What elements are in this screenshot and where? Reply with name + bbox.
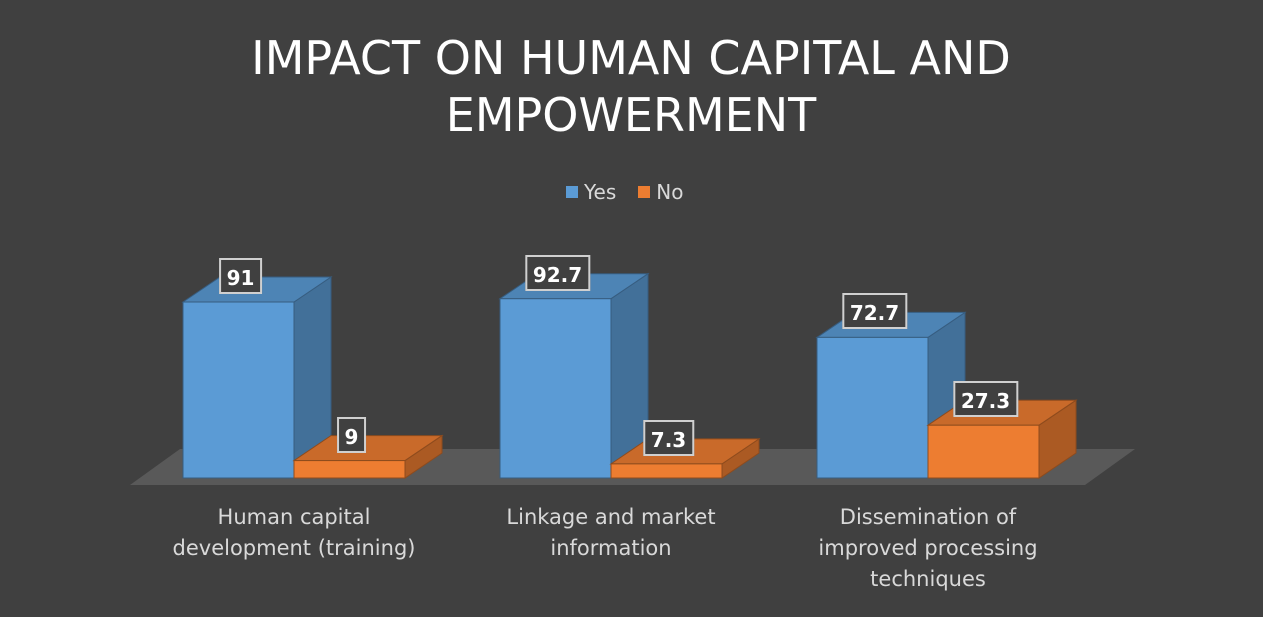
bar [498, 272, 650, 479]
legend-swatch [638, 186, 651, 198]
legend-item: No [638, 180, 684, 204]
bar-front [610, 463, 723, 479]
bar-front [927, 424, 1040, 479]
bar [181, 276, 333, 479]
x-tick-label: Human capital development (training) [172, 505, 416, 560]
x-tick-label: Linkage and market information [506, 505, 716, 560]
legend-item: Yes [566, 180, 616, 204]
data-label: 27.3 [952, 381, 1019, 418]
chart-title: IMPACT ON HUMAN CAPITAL AND EMPOWERMENT [251, 31, 1011, 142]
bar-front [499, 298, 612, 479]
bar-front [293, 460, 406, 479]
x-tick-label: Dissemination of improved processing tec… [818, 505, 1038, 591]
bar-front [182, 301, 295, 479]
data-label: 7.3 [642, 419, 695, 456]
data-label: 72.7 [841, 293, 908, 330]
data-label: 91 [218, 258, 263, 294]
legend-label: Yes [584, 180, 617, 204]
bar [292, 434, 444, 479]
legend-label: No [656, 180, 684, 204]
legend: Yes No [566, 180, 706, 204]
data-label: 9 [336, 416, 367, 453]
data-label: 92.7 [524, 254, 591, 291]
legend-swatch [566, 186, 578, 198]
bar-front [816, 336, 929, 479]
